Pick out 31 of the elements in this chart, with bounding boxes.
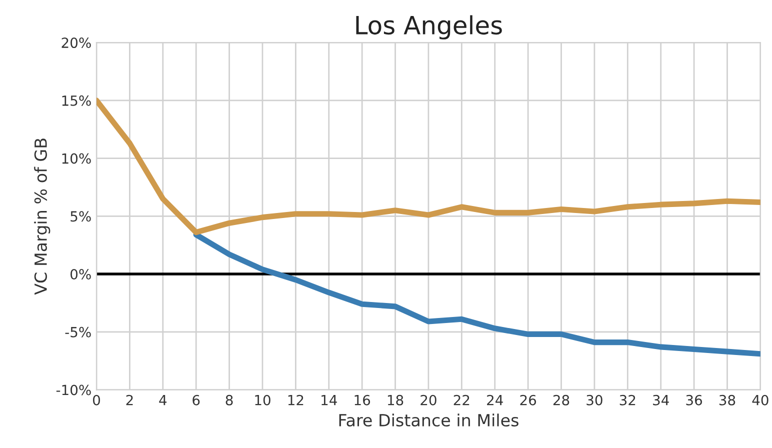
x-tick-label: 32 (620, 394, 636, 406)
x-axis-title: Fare Distance in Miles (339, 414, 518, 427)
y-tick-label: 15% (62, 95, 91, 106)
x-tick-label: 34 (653, 394, 669, 406)
x-tick-label: 6 (192, 394, 200, 406)
x-tick-label: 0 (92, 394, 100, 406)
x-tick-label: 22 (454, 394, 470, 406)
x-tick-label: 18 (388, 394, 404, 406)
y-tick-label: 20% (62, 38, 91, 48)
x-tick-label: 24 (487, 394, 503, 406)
x-tick-label: 12 (288, 394, 304, 406)
x-tick-label: 14 (322, 395, 337, 406)
chart-title: Los Angeles (356, 15, 502, 40)
x-tick-label: 38 (719, 394, 736, 406)
x-tick-label: 10 (255, 394, 270, 406)
y-tick-label: 10% (62, 153, 91, 164)
y-tick-label: -5% (65, 326, 91, 338)
x-tick-label: 36 (686, 394, 702, 406)
y-tick-label: 0% (70, 268, 91, 280)
x-tick-label: 26 (520, 394, 536, 406)
x-tick-label: 16 (354, 394, 370, 406)
x-tick-label: 28 (553, 394, 570, 406)
y-axis-title: VC Margin % of GB (34, 138, 50, 295)
x-tick-label: 2 (126, 394, 133, 406)
y-tick-label: -10% (56, 384, 91, 396)
y-tick-label: 5% (70, 211, 91, 222)
x-tick-label: 30 (586, 394, 602, 406)
x-tick-label: 8 (226, 394, 233, 406)
x-tick-label: 4 (159, 395, 167, 406)
x-tick-label: 20 (420, 394, 436, 406)
x-tick-label: 40 (752, 394, 768, 406)
